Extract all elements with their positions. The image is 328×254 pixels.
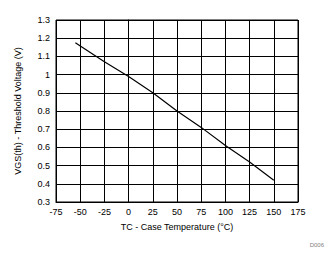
- svg-text:0: 0: [126, 207, 131, 217]
- svg-text:125: 125: [242, 207, 257, 217]
- svg-text:1.3: 1.3: [37, 15, 50, 25]
- svg-text:TC - Case Temperature (°C): TC - Case Temperature (°C): [121, 222, 233, 232]
- svg-text:0.5: 0.5: [37, 161, 50, 171]
- svg-text:1: 1: [45, 70, 50, 80]
- svg-text:0.4: 0.4: [37, 179, 50, 189]
- svg-text:175: 175: [290, 207, 305, 217]
- svg-text:-25: -25: [98, 207, 111, 217]
- svg-text:-75: -75: [49, 207, 62, 217]
- svg-text:0.9: 0.9: [37, 88, 50, 98]
- svg-text:150: 150: [266, 207, 281, 217]
- svg-text:0.7: 0.7: [37, 124, 50, 134]
- svg-text:50: 50: [172, 207, 182, 217]
- svg-text:1.2: 1.2: [37, 33, 50, 43]
- svg-text:0.3: 0.3: [37, 197, 50, 207]
- svg-text:VGS(th) - Threshold Voltage (V: VGS(th) - Threshold Voltage (V): [13, 47, 23, 174]
- svg-text:D006: D006: [310, 242, 325, 248]
- svg-text:25: 25: [148, 207, 158, 217]
- svg-text:-50: -50: [74, 207, 87, 217]
- svg-text:0.6: 0.6: [37, 142, 50, 152]
- svg-text:1.1: 1.1: [37, 51, 50, 61]
- svg-text:75: 75: [196, 207, 206, 217]
- svg-text:100: 100: [218, 207, 233, 217]
- svg-text:0.8: 0.8: [37, 106, 50, 116]
